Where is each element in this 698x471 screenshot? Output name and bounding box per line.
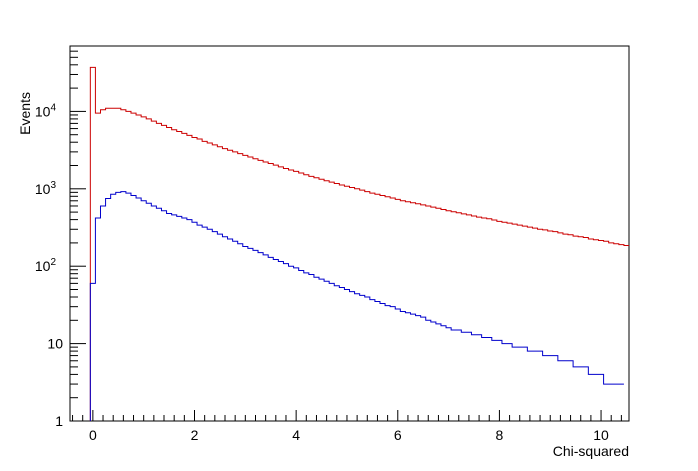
x-tick-label: 4 (292, 427, 300, 443)
y-tick-exponent: 3 (50, 180, 56, 191)
x-axis: 0 2 4 6 8 10 (72, 410, 622, 443)
y-tick-label: 104 (35, 102, 57, 119)
x-axis-label: Chi-squared (553, 443, 629, 459)
series-1-step-line (89, 66, 629, 421)
x-tick-label: 10 (593, 427, 609, 443)
series-1 (89, 66, 629, 421)
x-tick-label: 2 (191, 427, 199, 443)
y-tick-label: 1 (55, 413, 63, 429)
series-2 (89, 191, 624, 421)
plot-frame (69, 45, 630, 422)
plot-area-border (69, 45, 630, 422)
y-axis: 1 10 102 103 104 (35, 45, 86, 429)
y-tick-exponent: 4 (50, 102, 56, 113)
x-tick-label: 8 (496, 427, 504, 443)
histogram-series (89, 66, 629, 421)
y-tick-exponent: 2 (50, 257, 56, 268)
y-tick-label: 102 (35, 257, 57, 274)
series-2-step-line (89, 191, 624, 421)
y-tick-label: 103 (35, 180, 57, 197)
y-tick-label: 10 (47, 336, 63, 352)
y-axis-label: Events (17, 92, 33, 135)
x-tick-label: 0 (89, 427, 97, 443)
x-tick-label: 6 (394, 427, 402, 443)
